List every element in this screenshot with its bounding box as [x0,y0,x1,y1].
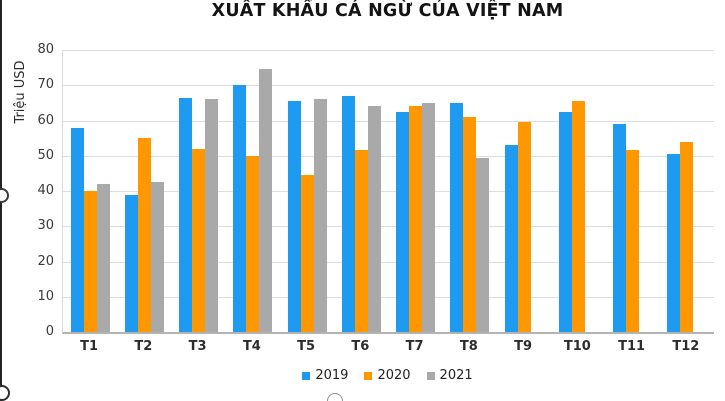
bar-2021-t5 [313,99,327,332]
legend-item-2020: 2020 [364,368,411,383]
bar-2020-t12 [680,141,694,332]
legend-swatch-2020 [364,371,373,380]
legend: 2019 2020 2021 [62,368,713,383]
x-tick-label: T9 [514,339,533,354]
bar-group-t6 [334,50,388,332]
gridline [63,261,714,263]
bar-2020-t10 [571,101,585,332]
gridline [63,120,714,122]
bar-2021-t6 [367,106,381,332]
bar-2020-t1 [83,191,97,332]
bar-2019-t6 [341,95,355,332]
bar-group-t8 [443,50,497,332]
gridline [63,50,714,51]
x-tick-label: T12 [672,339,700,354]
bar-2019-t7 [396,111,410,332]
bar-2020-t4 [246,155,260,332]
bar-2020-t2 [137,138,151,332]
bar-2020-t9 [517,122,531,332]
bar-2020-t3 [192,148,206,332]
bar-group-t5 [280,50,334,332]
bar-2019-t5 [287,101,301,332]
x-tick-label: T3 [188,339,207,354]
bar-group-t9 [497,50,551,332]
cropped-circle-icon [327,393,343,401]
bar-2020-t8 [463,116,477,332]
bar-2019-t10 [558,111,572,332]
y-tick-label: 20 [37,253,54,269]
x-tick-label: T8 [459,339,478,354]
y-tick-label: 70 [37,77,54,93]
page-edge-bullet-upper [0,188,9,203]
bar-2020-t6 [354,150,368,332]
bar-2019-t12 [667,154,681,332]
bar-2021-t7 [422,102,436,332]
gridline [63,155,714,157]
x-tick-label: T5 [297,339,316,354]
y-tick-label: 10 [37,288,54,304]
bar-2019-t1 [70,127,84,332]
y-tick-label: 60 [37,112,54,128]
legend-label: 2021 [439,368,473,383]
y-tick-label: 30 [37,218,54,234]
bar-group-t3 [172,50,226,332]
gridline [63,296,714,298]
y-tick-label: 0 [45,324,54,339]
gridline [63,191,714,192]
bar-group-t12 [660,50,714,332]
legend-label: 2019 [315,368,349,383]
x-tick-label: T2 [134,339,153,354]
gridline [63,85,714,87]
legend-swatch-2021 [426,371,435,380]
bar-2021-t4 [259,69,273,332]
bar-group-t1 [63,50,117,332]
bar-2020-t11 [626,150,640,332]
bar-2019-t3 [179,97,193,332]
legend-item-2021: 2021 [426,368,473,383]
bar-2021-t3 [205,99,219,332]
y-tick-label: 80 [37,42,54,57]
x-tick-label: T10 [563,339,591,354]
y-axis-ticks: 0 10 20 30 40 50 60 70 80 [0,43,54,339]
x-tick-label: T11 [618,339,646,354]
bar-2019-t11 [613,124,627,332]
y-tick-label: 40 [37,183,54,198]
bar-group-t2 [117,50,171,332]
x-tick-label: T1 [80,339,99,354]
x-tick-label: T7 [405,339,424,354]
bar-group-t7 [389,50,443,332]
bar-2021-t8 [476,157,490,332]
legend-swatch-2019 [302,371,311,380]
y-tick-label: 50 [37,147,54,163]
bar-2020-t7 [409,106,423,332]
bar-2021-t1 [96,183,110,332]
bar-group-t4 [226,50,280,332]
bar-group-t11 [606,50,660,332]
bars-container [63,50,714,332]
page-edge-bullet-lower [0,385,10,401]
bar-2019-t4 [233,85,247,332]
bar-2019-t9 [504,145,518,332]
legend-label: 2020 [377,368,411,383]
gridline [63,226,714,228]
x-tick-label: T6 [351,339,370,354]
bar-2021-t2 [150,182,164,332]
bar-2019-t2 [124,194,138,332]
bar-2020-t5 [300,175,314,332]
plot-area [62,50,714,334]
bar-group-t10 [551,50,605,332]
x-tick-label: T4 [242,339,261,354]
x-axis-ticks: T1 T2 T3 T4 T5 T6 T7 T8 T9 T10 T11 T12 [62,339,713,355]
bar-2019-t8 [450,102,464,332]
chart-title: XUẤT KHẨU CÁ NGỪ CỦA VIỆT NAM [211,1,564,21]
legend-item-2019: 2019 [302,368,348,383]
